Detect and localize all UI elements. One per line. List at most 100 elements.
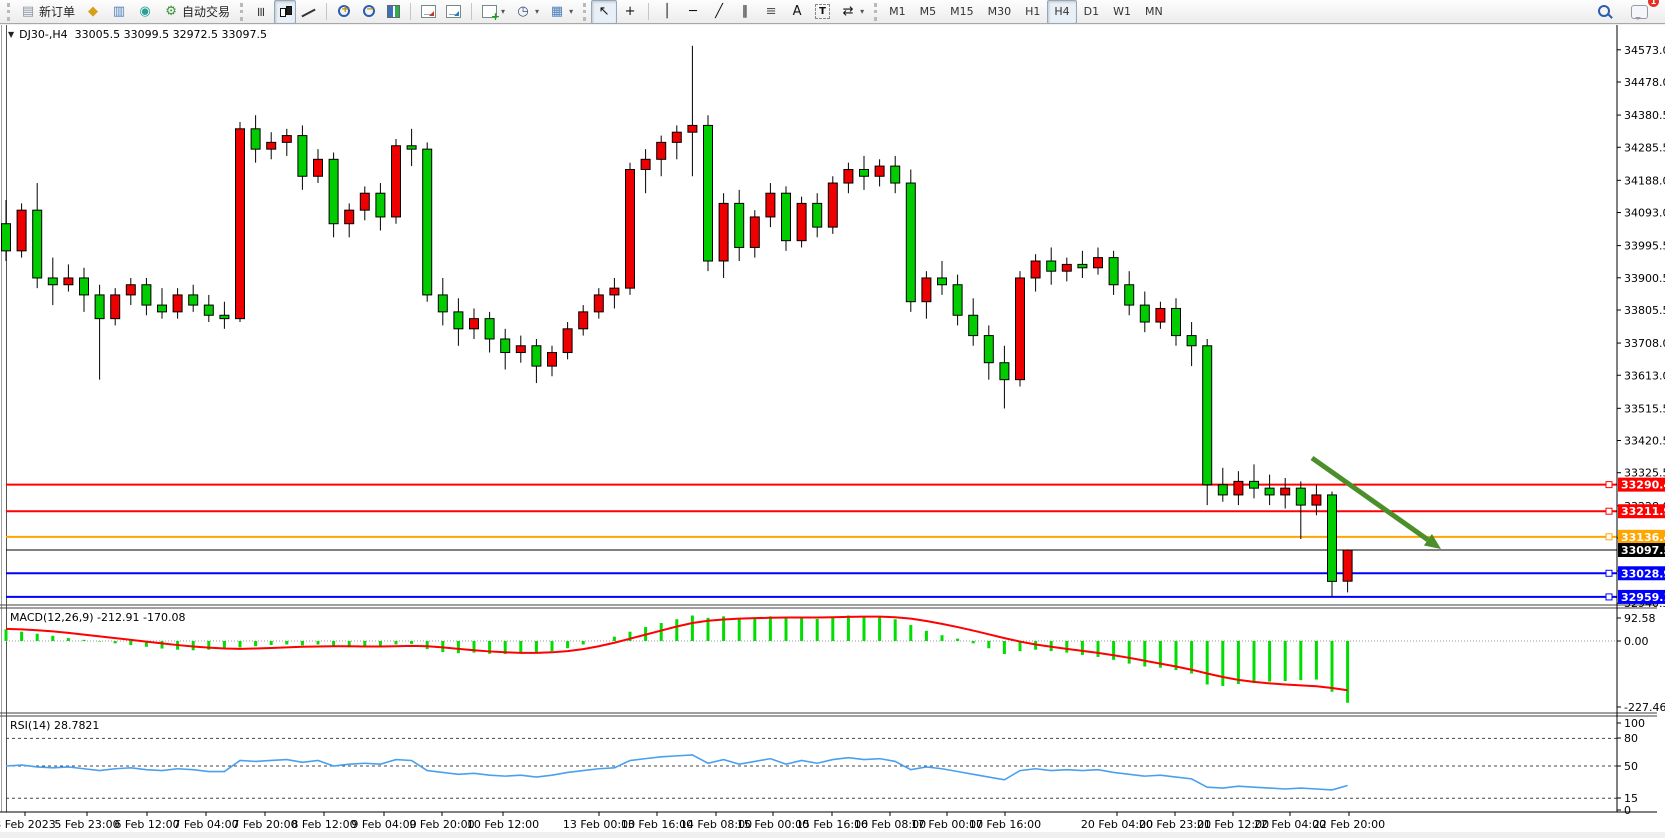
timeframe-w1-button[interactable]: W1 <box>1106 0 1138 24</box>
trend-arrow-annotation[interactable] <box>1310 455 1441 549</box>
timeframe-m30-button[interactable]: M30 <box>981 0 1019 24</box>
timeframe-m1-button[interactable]: M1 <box>882 0 913 24</box>
text-icon: A <box>792 4 802 19</box>
new-chart-icon <box>482 5 500 22</box>
price-line-label <box>1618 589 1665 604</box>
toolbar-grip <box>583 2 587 21</box>
svg-text:-227.46: -227.46 <box>1624 701 1665 714</box>
timeframe-m1-button-label: M1 <box>889 5 906 18</box>
timeframe-h4-button[interactable]: H4 <box>1047 0 1077 24</box>
chevron-down-icon: ▾ <box>860 7 865 16</box>
svg-text:9 Feb 20:00: 9 Feb 20:00 <box>409 818 474 831</box>
svg-text:20 Feb 23:00: 20 Feb 23:00 <box>1139 818 1211 831</box>
text-button[interactable]: A <box>784 0 810 24</box>
arrows-button[interactable]: ⇄ ▾ <box>835 0 869 24</box>
svg-text:5 Feb 23:00: 5 Feb 23:00 <box>54 818 119 831</box>
price-line-label <box>1618 529 1665 544</box>
svg-text:50: 50 <box>1624 760 1638 773</box>
autotrade-icon: ⚙ <box>165 4 177 19</box>
svg-text:16 Feb 08:00: 16 Feb 08:00 <box>854 818 926 831</box>
crosshair-icon: + <box>624 4 636 19</box>
svg-text:34093.0: 34093.0 <box>1624 207 1665 220</box>
toolbar-separator <box>648 3 650 20</box>
timeframe-w1-button-label: W1 <box>1113 5 1131 18</box>
svg-text:7 Feb 04:00: 7 Feb 04:00 <box>173 818 238 831</box>
label-button[interactable]: T <box>810 0 835 24</box>
line-handle <box>1605 533 1613 541</box>
candle-chart-button[interactable] <box>274 0 297 24</box>
cursor-icon: ↖ <box>598 4 610 19</box>
accounts-button[interactable]: ▥ <box>106 0 132 24</box>
chevron-down-icon: ▾ <box>535 7 540 16</box>
toolbar-grip <box>874 2 878 21</box>
bar-chart-button[interactable]: ≡ <box>248 0 274 24</box>
svg-text:33515.5: 33515.5 <box>1624 402 1665 415</box>
label-icon: T <box>815 4 831 19</box>
fibonacci-button[interactable]: ≡ <box>758 0 784 24</box>
svg-text:33805.5: 33805.5 <box>1624 304 1665 317</box>
zoom-out-icon <box>362 4 377 19</box>
svg-text:14 Feb 08:00: 14 Feb 08:00 <box>680 818 752 831</box>
timeframe-m15-button[interactable]: M15 <box>943 0 981 24</box>
auto-trading-button-label: 自动交易 <box>182 5 231 19</box>
notifications-button[interactable]: 1 <box>1626 0 1659 24</box>
autoscroll-button[interactable] <box>416 0 441 24</box>
price-line-label <box>1618 543 1665 558</box>
svg-text:34188.0: 34188.0 <box>1624 174 1665 187</box>
chart-background <box>0 25 1665 832</box>
timeframe-m30-button-label: M30 <box>987 5 1012 18</box>
chevron-down-icon[interactable]: ▼ <box>8 30 15 39</box>
chevron-down-icon: ▾ <box>569 7 574 16</box>
timeframe-h1-button[interactable]: H1 <box>1018 0 1047 24</box>
periods-button[interactable]: ◷ ▾ <box>510 0 544 24</box>
new-order-icon: ▤ <box>21 4 35 19</box>
auto-trading-button[interactable]: ⚙ 自动交易 <box>158 0 235 24</box>
price-line-label <box>1618 477 1665 492</box>
search-button[interactable] <box>1592 0 1618 24</box>
svg-text:17 Feb 16:00: 17 Feb 16:00 <box>969 818 1041 831</box>
vertical-line-button[interactable]: │ <box>654 0 680 24</box>
new-order-button-label: 新订单 <box>39 5 76 19</box>
svg-text:32959.1: 32959.1 <box>1621 591 1665 604</box>
horizontal-line-button[interactable]: ─ <box>680 0 706 24</box>
tile-windows-button[interactable] <box>382 0 405 24</box>
svg-text:34380.5: 34380.5 <box>1624 109 1665 122</box>
arrows-icon: ⇄ <box>842 4 854 19</box>
price-line-label <box>1618 504 1665 519</box>
gold-icon: ◆ <box>88 4 99 19</box>
svg-text:33211.9: 33211.9 <box>1621 505 1665 518</box>
price-chart[interactable]: 34573.0 34478.0 34380.5 34285.5 34188.0 34093… <box>0 25 1665 832</box>
line-chart-button[interactable] <box>296 0 321 24</box>
signals-button[interactable]: ◉ <box>132 0 158 24</box>
rsi-indicator-label: RSI(14) 28.7821 <box>10 719 100 732</box>
zoom-in-button[interactable] <box>332 0 357 24</box>
zoom-out-button[interactable] <box>357 0 382 24</box>
trendline-button[interactable]: ╱ <box>706 0 732 24</box>
chart-title-text: DJ30-,H4 33005.5 33099.5 32972.5 33097.5 <box>19 28 268 41</box>
toolbar-grip <box>240 2 244 21</box>
svg-text:92.58: 92.58 <box>1624 612 1656 625</box>
channel-button[interactable]: ∥ <box>732 0 758 24</box>
cursor-button[interactable]: ↖ <box>591 0 618 24</box>
chart-shift-button[interactable] <box>441 0 466 24</box>
new-chart-button[interactable]: ▾ <box>477 0 510 24</box>
new-order-button[interactable]: ▤ 新订单 <box>15 0 80 24</box>
svg-text:33420.5: 33420.5 <box>1624 435 1665 448</box>
toolbar-separator <box>471 3 473 20</box>
timeframe-m5-button[interactable]: M5 <box>913 0 944 24</box>
svg-text:15 Feb 00:00: 15 Feb 00:00 <box>737 818 809 831</box>
zoom-in-icon <box>337 4 352 19</box>
svg-text:22 Feb 20:00: 22 Feb 20:00 <box>1313 818 1385 831</box>
chart-title: ▼ DJ30-,H4 33005.5 33099.5 32972.5 33097… <box>8 28 267 41</box>
svg-text:6 Feb 12:00: 6 Feb 12:00 <box>114 818 179 831</box>
svg-text:33900.5: 33900.5 <box>1624 272 1665 285</box>
crosshair-button[interactable]: + <box>617 0 643 24</box>
timeframe-h1-button-label: H1 <box>1025 5 1041 18</box>
svg-text:34478.0: 34478.0 <box>1624 76 1665 89</box>
price-line-label <box>1618 566 1665 581</box>
macd-histogram <box>4 615 1350 703</box>
templates-button[interactable]: ▦ ▾ <box>544 0 578 24</box>
timeframe-mn-button[interactable]: MN <box>1138 0 1170 24</box>
timeframe-d1-button[interactable]: D1 <box>1077 0 1106 24</box>
gold-button[interactable]: ◆ <box>80 0 106 24</box>
